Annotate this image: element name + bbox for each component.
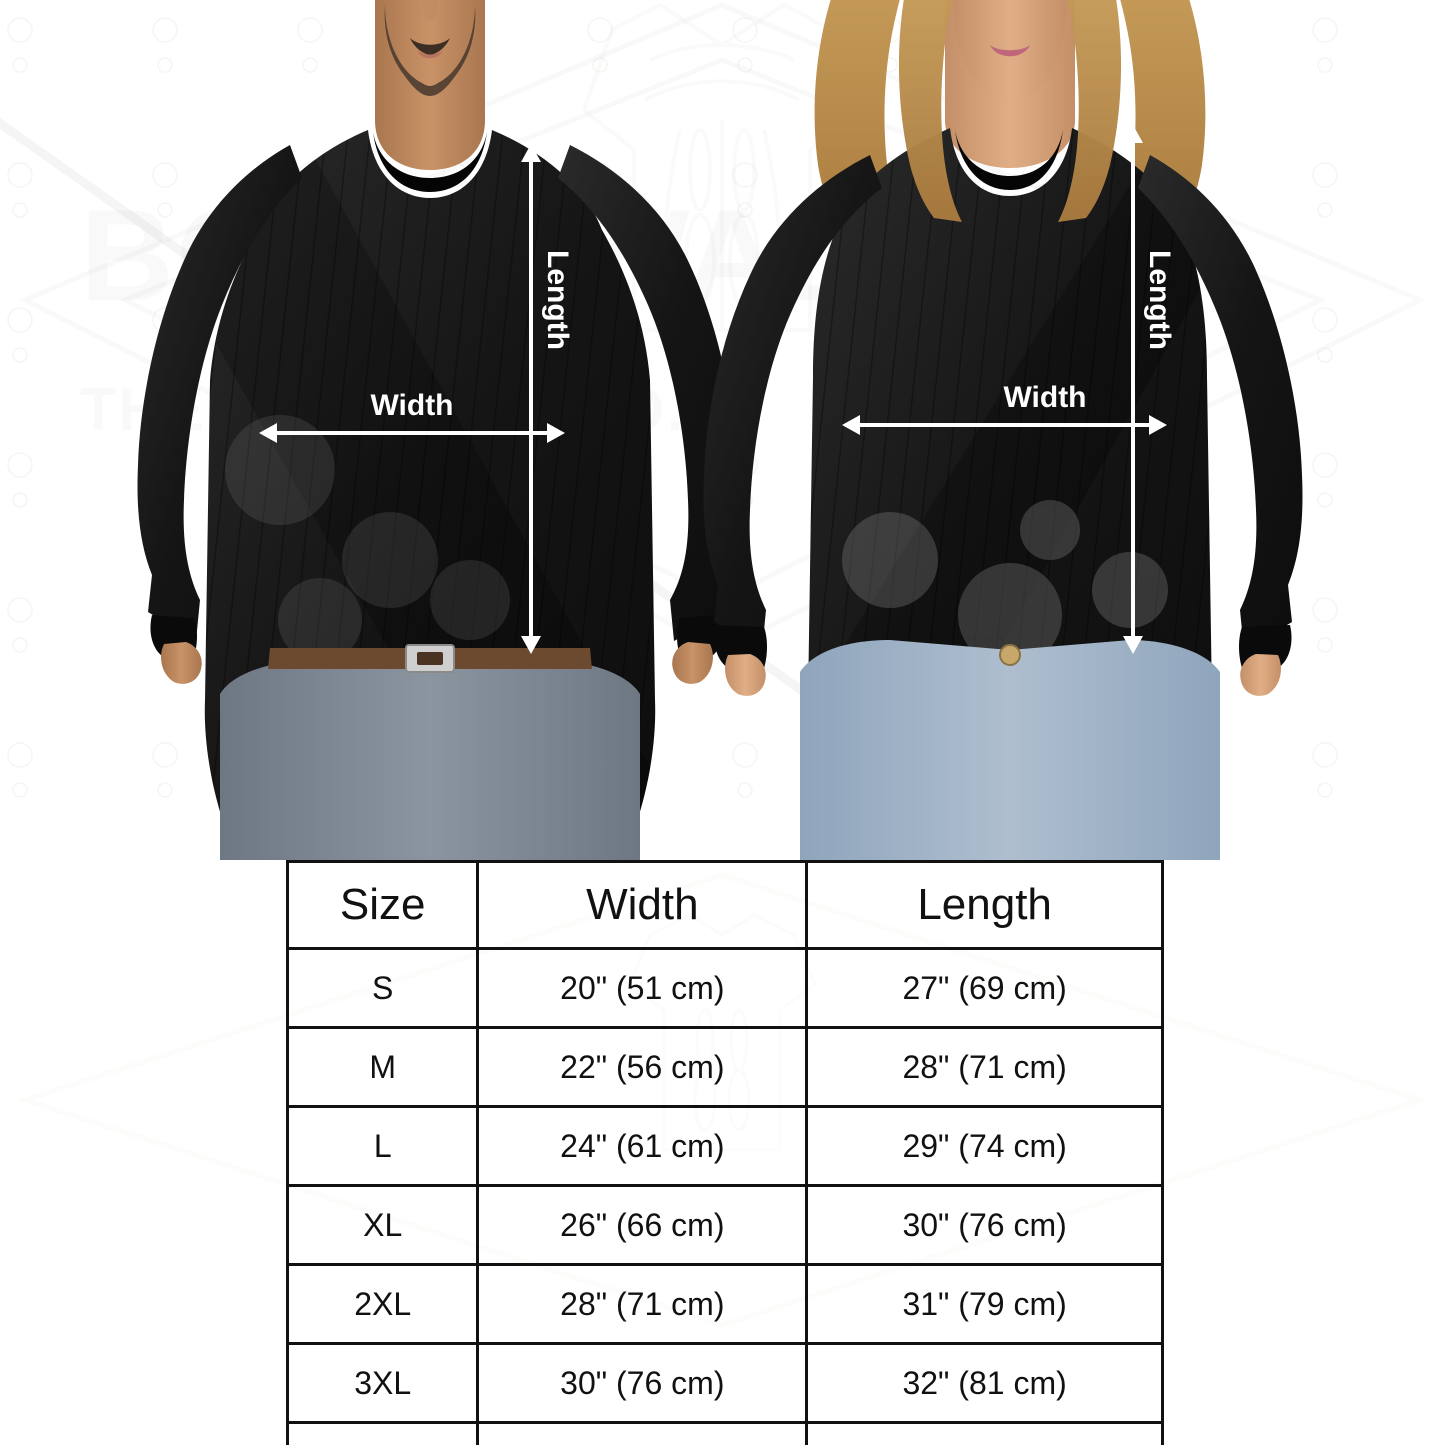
svg-text:Width: Width: [1003, 381, 1086, 414]
svg-text:Length: Length: [541, 250, 574, 350]
svg-text:Width: Width: [370, 389, 453, 422]
svg-text:Length: Length: [1143, 250, 1176, 350]
